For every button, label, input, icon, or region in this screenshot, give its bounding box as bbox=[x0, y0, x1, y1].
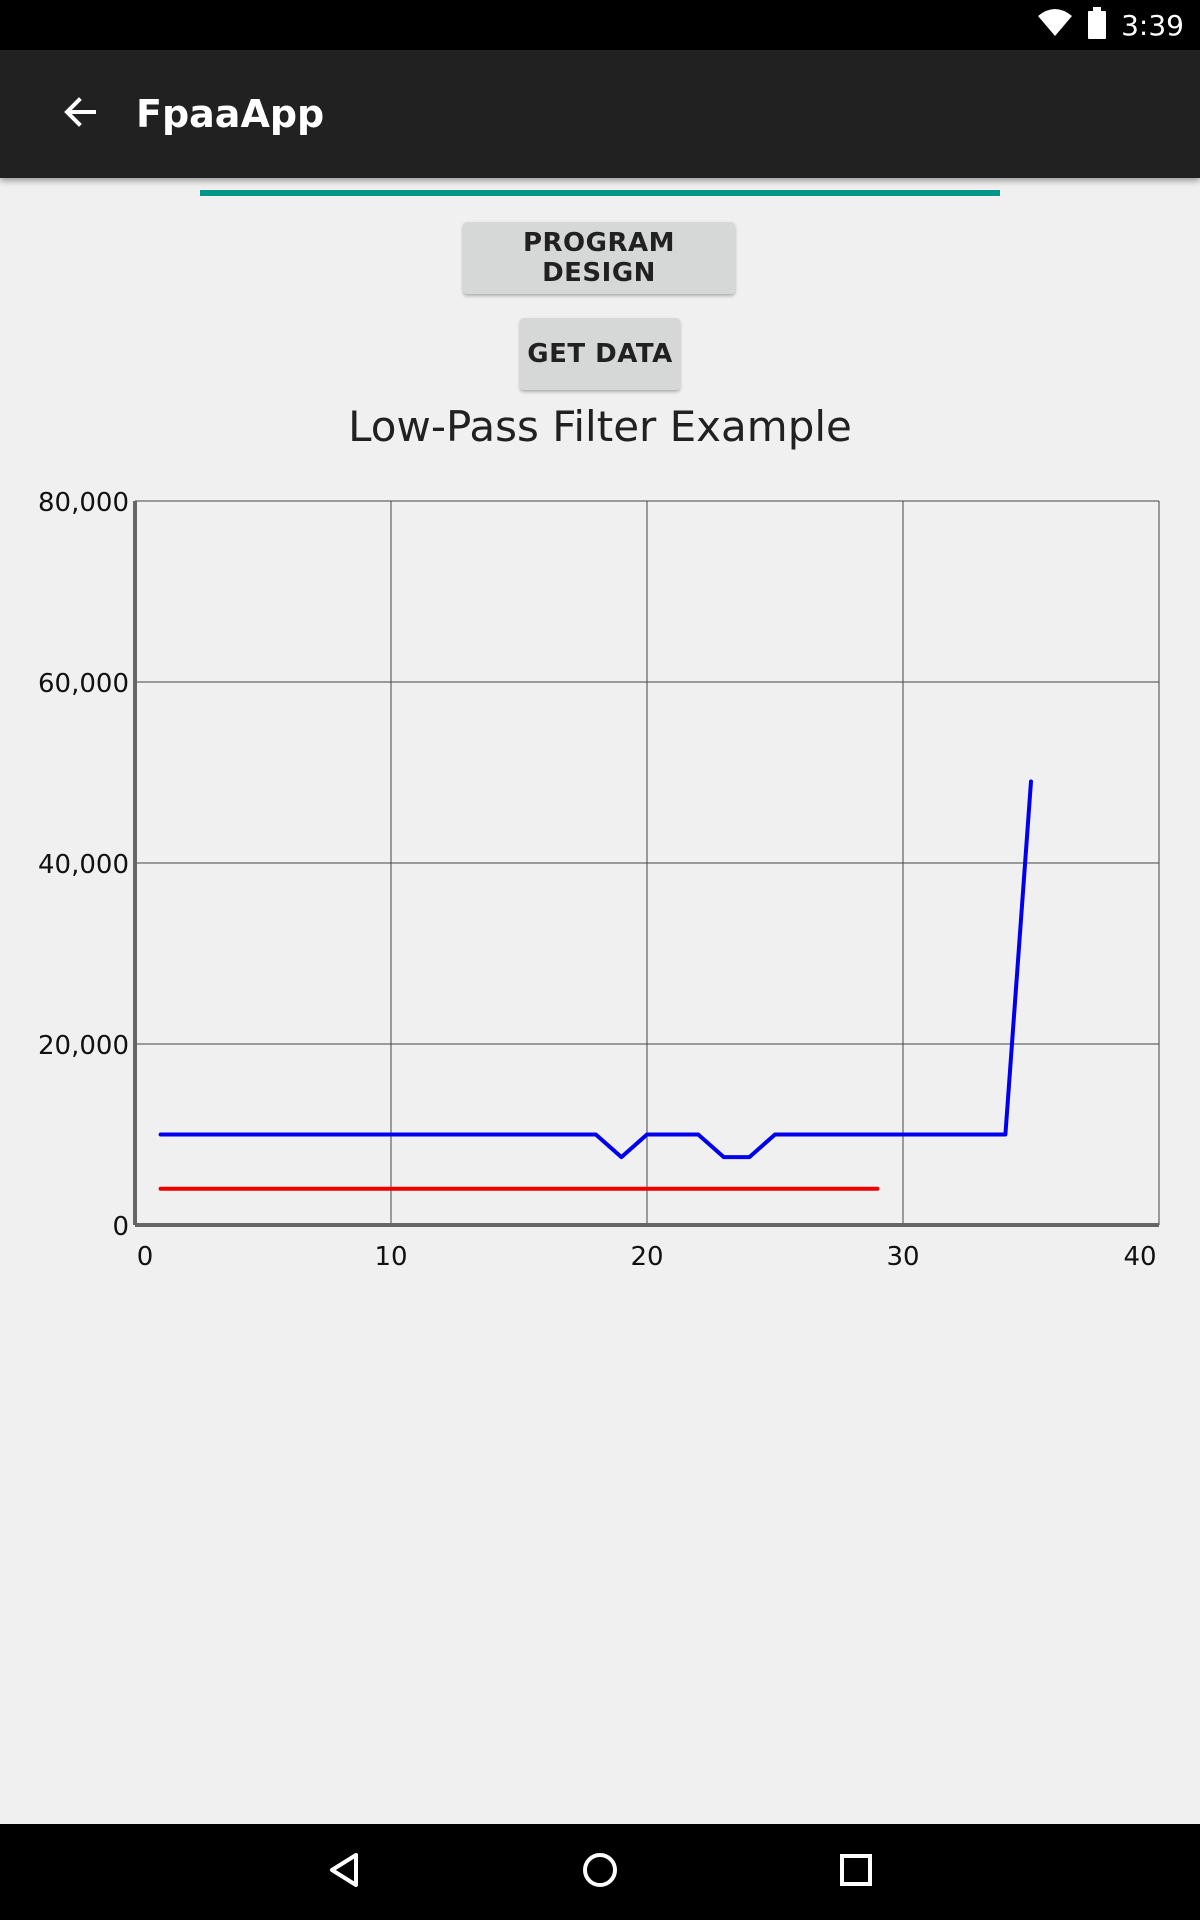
program-design-button[interactable]: PROGRAM DESIGN bbox=[463, 222, 735, 294]
x-tick-label: 0 bbox=[137, 1242, 154, 1272]
y-tick-label: 40,000 bbox=[38, 850, 129, 880]
chart-title: Low-Pass Filter Example bbox=[348, 402, 852, 451]
series-line-1 bbox=[158, 779, 1033, 1160]
x-tick-label: 30 bbox=[886, 1242, 919, 1272]
status-time: 3:39 bbox=[1121, 8, 1184, 42]
arrow-left-icon bbox=[62, 94, 98, 135]
app-bar: FpaaApp bbox=[0, 50, 1200, 178]
battery-icon bbox=[1087, 6, 1107, 44]
home-circle-icon bbox=[580, 1850, 620, 1895]
y-tick-label: 60,000 bbox=[38, 669, 129, 699]
x-tick-label: 40 bbox=[1123, 1242, 1156, 1272]
y-tick-label: 20,000 bbox=[38, 1031, 129, 1061]
recents-square-icon bbox=[836, 1850, 876, 1895]
y-tick-label: 80,000 bbox=[38, 488, 129, 518]
back-triangle-icon bbox=[324, 1850, 364, 1895]
nav-recents-button[interactable] bbox=[826, 1842, 886, 1902]
back-button[interactable] bbox=[50, 84, 110, 144]
wifi-icon bbox=[1037, 8, 1073, 43]
get-data-button[interactable]: GET DATA bbox=[520, 318, 680, 390]
nav-back-button[interactable] bbox=[314, 1842, 374, 1902]
nav-home-button[interactable] bbox=[570, 1842, 630, 1902]
y-tick-label: 0 bbox=[112, 1212, 129, 1242]
line-chart: 0 10 20 30 40 0 20,000 40,000 60,000 80,000 bbox=[38, 488, 1160, 1272]
x-tick-label: 10 bbox=[374, 1242, 407, 1272]
app-title: FpaaApp bbox=[136, 92, 325, 136]
status-bar: 3:39 bbox=[0, 0, 1200, 50]
progress-bar bbox=[200, 190, 1000, 196]
navigation-bar bbox=[0, 1824, 1200, 1920]
x-tick-label: 20 bbox=[630, 1242, 663, 1272]
status-icons: 3:39 bbox=[1037, 0, 1184, 50]
